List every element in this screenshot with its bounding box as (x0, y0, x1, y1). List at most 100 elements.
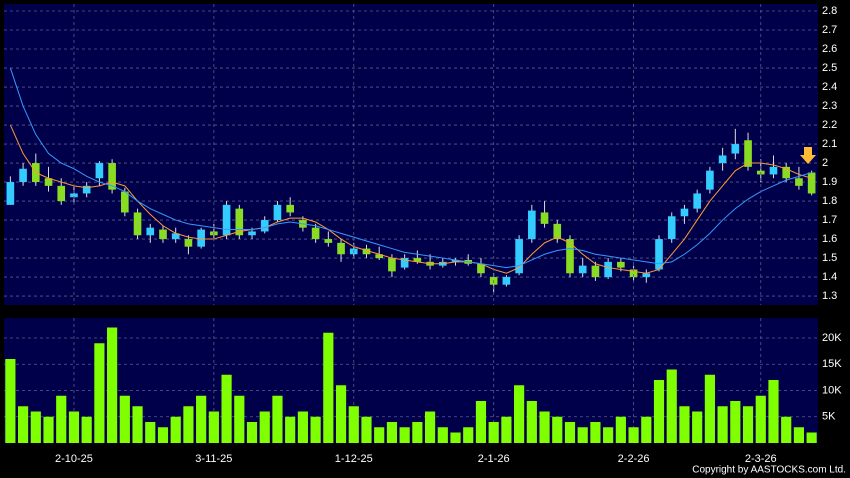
candle-body (184, 239, 193, 247)
candle-body (400, 258, 409, 268)
candle-body (159, 229, 167, 240)
volume-bar (768, 380, 779, 443)
candle-body (95, 163, 104, 179)
candle-body (133, 212, 142, 236)
volume-bar (272, 395, 283, 443)
y-tick-label: 2.2 (822, 119, 837, 131)
volume-bar (424, 411, 436, 443)
candle-body (629, 269, 638, 278)
volume-bar (221, 374, 232, 443)
y-tick-label: 15K (822, 358, 842, 370)
volume-bar (374, 427, 385, 443)
candle-body (337, 242, 345, 255)
moving-average (9, 67, 812, 269)
y-tick-label: 2.6 (822, 43, 837, 55)
candle-body (706, 170, 714, 190)
candle-body (171, 233, 180, 240)
y-tick-label: 2.7 (822, 24, 837, 36)
candle-body (782, 166, 791, 179)
candle-body (744, 140, 752, 167)
candle-body (680, 208, 689, 217)
candle-body (591, 265, 600, 278)
candle-body (769, 166, 778, 175)
volume-bar (30, 411, 41, 443)
candle-body (248, 231, 256, 236)
x-tick-label: 1-12-25 (335, 453, 373, 465)
y-tick-label: 1.9 (822, 176, 837, 188)
volume-bar (628, 427, 639, 443)
volume-bar (297, 411, 308, 443)
candle-body (553, 223, 562, 240)
candle-body (108, 163, 116, 190)
volume-bar (514, 385, 525, 443)
volume-bar (730, 401, 741, 443)
volume-bar (310, 416, 321, 443)
candle-body (235, 208, 244, 236)
candle-body (693, 193, 701, 209)
candle-body (642, 273, 651, 278)
volume-bar (653, 380, 665, 443)
volume-bar (450, 432, 461, 443)
volume-bar (412, 422, 423, 443)
volume-bar (157, 427, 169, 443)
volume-bar (170, 416, 181, 443)
volume-bar (285, 416, 296, 443)
volume-bar (577, 427, 588, 443)
volume-bar (335, 385, 347, 443)
volume-bar (615, 416, 626, 443)
candle-body (413, 258, 422, 262)
volume-bar (94, 343, 105, 443)
price-panel (4, 4, 818, 305)
candle-body (388, 258, 396, 272)
arrow (800, 147, 816, 164)
volume-bar (564, 422, 576, 443)
candle-body (19, 168, 27, 183)
volume-bar (793, 427, 805, 443)
y-tick-label: 20K (822, 332, 842, 344)
volume-bar (526, 401, 537, 443)
candle-body (362, 248, 371, 255)
candle-body (146, 227, 155, 236)
candle-body (273, 204, 282, 221)
volume-bar (145, 422, 156, 443)
volume-bar (17, 406, 29, 443)
volume-bar (641, 416, 652, 443)
y-tick-label: 1.6 (822, 233, 837, 245)
volume-bar (183, 406, 194, 443)
candle-body (731, 144, 740, 154)
volume-bar (755, 395, 766, 443)
volume-bar (539, 411, 550, 443)
candle-body (222, 204, 231, 236)
candle-body (718, 155, 727, 164)
volume-bar (475, 401, 487, 443)
volume-bar (679, 406, 690, 443)
plot-layer: 1.3 1.4 1.5 1.6 1.7 1.8 1.9 2 2.1 2.2 2.3 2.4 2.5 2.6… (4, 4, 842, 465)
y-tick-label: 1.5 (822, 252, 837, 264)
y-tick-label: 1.7 (822, 214, 837, 226)
x-tick-label: 2-1-26 (478, 453, 510, 465)
volume-bar (5, 359, 16, 443)
volume-bar (399, 427, 410, 443)
volume-bar (501, 416, 512, 443)
volume-bar (323, 332, 334, 443)
volume-bar (119, 395, 130, 443)
candle-body (197, 229, 205, 247)
candle-body (324, 239, 333, 243)
candle-body (578, 265, 587, 274)
volume-bar (132, 406, 143, 443)
volume-bar (717, 406, 728, 443)
volume-bar (81, 416, 92, 443)
candle-body (121, 191, 129, 213)
volume-bar (68, 411, 80, 443)
candle-body (260, 220, 269, 232)
y-tick-label: 1.3 (822, 290, 837, 302)
volume-bar (196, 395, 207, 443)
volume-bar (463, 427, 474, 443)
volume-bar (781, 416, 792, 443)
y-tick-label: 1.8 (822, 195, 837, 207)
y-tick-label: 2.5 (822, 62, 837, 74)
candle-body (528, 210, 536, 240)
candle-body (6, 182, 15, 205)
volume-bar (692, 411, 703, 443)
candle-body (477, 263, 485, 274)
